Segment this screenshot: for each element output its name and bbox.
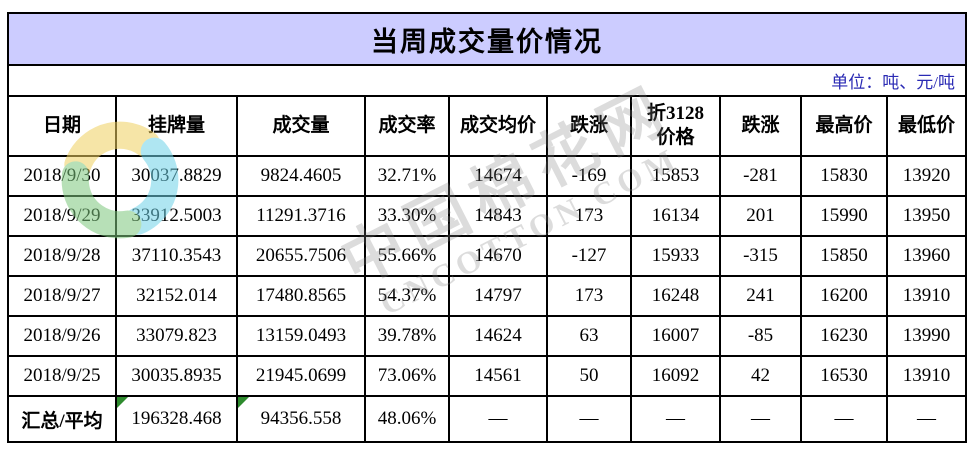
value-cell: 16248	[630, 275, 721, 317]
value-cell: 13950	[886, 195, 966, 237]
value-cell: 15933	[630, 235, 721, 277]
date-cell: 2018/9/30	[8, 155, 117, 197]
value-cell: 33079.823	[115, 315, 238, 357]
table-row: 2018/9/26 33079.823 13159.0493 39.78% 14624 6…	[8, 315, 966, 357]
value-cell: 20655.7506	[236, 235, 366, 277]
excel-error-marker-icon	[239, 398, 249, 408]
value-cell: 15850	[800, 235, 888, 277]
value-cell: 13990	[886, 315, 966, 357]
date-cell: 2018/9/25	[8, 355, 117, 397]
column-header: 折3128 价格	[630, 96, 721, 157]
value-cell: 17480.8565	[236, 275, 366, 317]
table-row: 2018/9/27 32152.014 17480.8565 54.37% 14797 1…	[8, 275, 966, 317]
value-cell: 11291.3716	[236, 195, 366, 237]
value-cell: -315	[719, 235, 802, 277]
trade-data-table: 日期 挂牌量 成交量 成交率 成交均价 跌涨 折3128 价格 跌涨 最高价 最低价 2018/9…	[8, 96, 966, 442]
column-header: 成交均价	[448, 96, 548, 157]
value-cell: -281	[719, 155, 802, 197]
summary-value-cell: —	[546, 395, 632, 442]
date-cell: 2018/9/26	[8, 315, 117, 357]
value-cell: 14670	[448, 235, 548, 277]
value-cell: 14674	[448, 155, 548, 197]
value-cell: 173	[546, 275, 632, 317]
value-cell: 241	[719, 275, 802, 317]
value-cell: 50	[546, 355, 632, 397]
value-cell: 9824.4605	[236, 155, 366, 197]
value-cell: 37110.3543	[115, 235, 238, 277]
value-cell: 33.30%	[364, 195, 450, 237]
column-header: 最低价	[886, 96, 966, 157]
summary-value-cell: —	[886, 395, 966, 442]
value-cell: 30035.8935	[115, 355, 238, 397]
column-header: 日期	[8, 96, 117, 157]
value-cell: -169	[546, 155, 632, 197]
value-cell: 16007	[630, 315, 721, 357]
value-cell: 13960	[886, 235, 966, 277]
date-cell: 2018/9/29	[8, 195, 117, 237]
column-header: 跌涨	[546, 96, 632, 157]
value-cell: 13910	[886, 275, 966, 317]
value-cell: 13910	[886, 355, 966, 397]
table-row: 2018/9/29 33912.5003 11291.3716 33.30% 14843…	[8, 195, 966, 237]
table-title: 当周成交量价情况	[9, 14, 965, 66]
summary-value-cell: —	[719, 395, 802, 442]
value-cell: -127	[546, 235, 632, 277]
value-cell: 39.78%	[364, 315, 450, 357]
column-header: 最高价	[800, 96, 888, 157]
summary-label-cell: 汇总/平均	[8, 395, 117, 442]
table-row: 2018/9/30 30037.8829 9824.4605 32.71% 14674-…	[8, 155, 966, 197]
value-cell: 16530	[800, 355, 888, 397]
value-cell: 14624	[448, 315, 548, 357]
unit-label: 单位：吨、元/吨	[9, 66, 965, 97]
value-cell: 16230	[800, 315, 888, 357]
value-cell: 13920	[886, 155, 966, 197]
table-row: 2018/9/25 30035.8935 21945.0699 73.06% 14561…	[8, 355, 966, 397]
column-header: 成交量	[236, 96, 366, 157]
header-row: 日期 挂牌量 成交量 成交率 成交均价 跌涨 折3128 价格 跌涨 最高价 最低价	[8, 96, 966, 157]
value-cell: 14561	[448, 355, 548, 397]
summary-value-cell: —	[800, 395, 888, 442]
summary-value-cell: —	[448, 395, 548, 442]
value-cell: 32152.014	[115, 275, 238, 317]
summary-value-cell: 196328.468	[115, 395, 238, 442]
value-cell: 73.06%	[364, 355, 450, 397]
date-cell: 2018/9/28	[8, 235, 117, 277]
summary-value-cell: 48.06%	[364, 395, 450, 442]
value-cell: 42	[719, 355, 802, 397]
value-cell: 32.71%	[364, 155, 450, 197]
value-cell: 16200	[800, 275, 888, 317]
value-cell: 63	[546, 315, 632, 357]
weekly-trade-table-panel: 当周成交量价情况 单位：吨、元/吨 日期 挂牌量 成交量 成交率 成交均价 跌涨 折3128…	[7, 12, 967, 443]
value-cell: 201	[719, 195, 802, 237]
column-header: 挂牌量	[115, 96, 238, 157]
value-cell: 173	[546, 195, 632, 237]
value-cell: 15830	[800, 155, 888, 197]
table-row: 2018/9/28 37110.3543 20655.7506 55.66% 14670…	[8, 235, 966, 277]
value-cell: 16092	[630, 355, 721, 397]
summary-row: 汇总/平均 196328.468 94356.558 48.06% — — — — — —	[8, 395, 966, 442]
date-cell: 2018/9/27	[8, 275, 117, 317]
summary-value-cell: 94356.558	[236, 395, 366, 442]
value-cell: 30037.8829	[115, 155, 238, 197]
value-cell: 13159.0493	[236, 315, 366, 357]
value-cell: 14797	[448, 275, 548, 317]
value-cell: 16134	[630, 195, 721, 237]
value-cell: -85	[719, 315, 802, 357]
value-cell: 33912.5003	[115, 195, 238, 237]
value-cell: 21945.0699	[236, 355, 366, 397]
value-cell: 14843	[448, 195, 548, 237]
value-cell: 15990	[800, 195, 888, 237]
value-cell: 55.66%	[364, 235, 450, 277]
column-header: 跌涨	[719, 96, 802, 157]
column-header: 成交率	[364, 96, 450, 157]
summary-value-cell: —	[630, 395, 721, 442]
value-cell: 54.37%	[364, 275, 450, 317]
excel-error-marker-icon	[118, 398, 128, 408]
value-cell: 15853	[630, 155, 721, 197]
